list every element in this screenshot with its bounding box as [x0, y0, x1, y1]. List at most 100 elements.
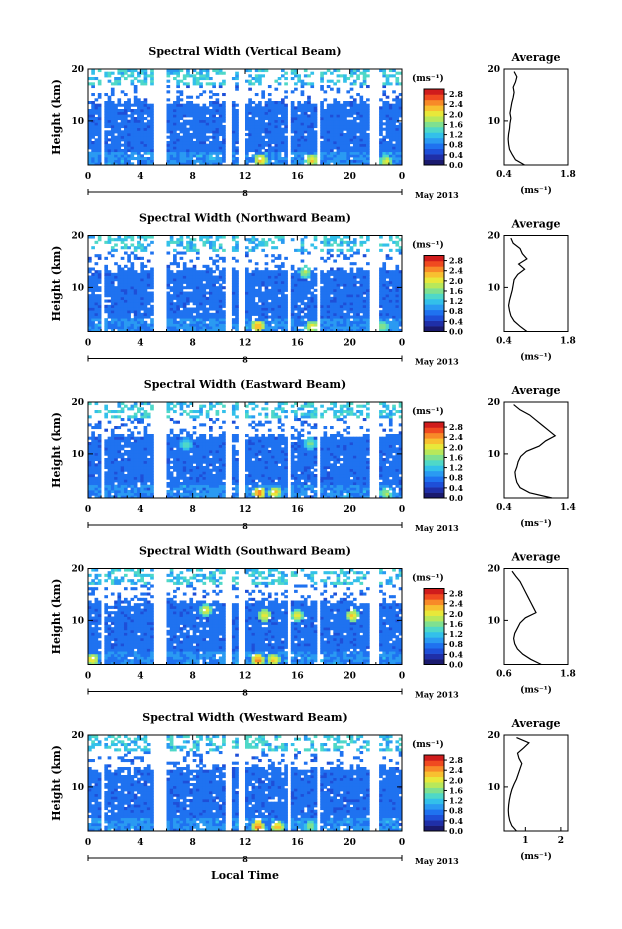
heatmap-cell — [307, 101, 311, 105]
heatmap-cell — [173, 151, 177, 155]
heatmap-cell — [97, 495, 102, 499]
heatmap-cell — [231, 133, 236, 137]
heatmap-cell — [303, 294, 308, 298]
heatmap-cell — [173, 315, 177, 319]
heatmap-cell — [300, 278, 305, 282]
heatmap-cell — [235, 82, 239, 86]
heatmap-cell — [245, 251, 249, 255]
heatmap-cell — [261, 127, 266, 131]
heatmap-cell — [336, 254, 341, 258]
heatmap-cell — [336, 141, 341, 145]
heatmap-cell — [215, 280, 220, 284]
heatmap-cell — [274, 151, 279, 155]
heatmap-cell — [94, 326, 99, 330]
heatmap-cell — [137, 103, 141, 107]
heatmap-cell — [192, 151, 197, 155]
heatmap-cell — [114, 248, 118, 252]
heatmap-cell — [130, 420, 135, 424]
heatmap-cell — [146, 243, 151, 247]
heatmap-cell — [392, 149, 396, 153]
heatmap-cell — [352, 328, 357, 332]
heatmap-cell — [388, 109, 393, 113]
heatmap-cell — [166, 442, 171, 446]
heatmap-cell — [320, 154, 324, 158]
heatmap-cell — [143, 447, 148, 451]
heatmap-cell — [133, 490, 138, 494]
heatmap-cell — [176, 243, 180, 247]
heatmap-cell — [264, 296, 269, 300]
heatmap-cell — [362, 312, 367, 316]
heatmap-cell — [127, 127, 131, 131]
heatmap-cell — [137, 125, 141, 129]
heatmap-cell — [290, 323, 295, 327]
heatmap-cell — [388, 248, 393, 252]
heatmap-cell — [205, 135, 210, 139]
heatmap-cell — [248, 304, 252, 308]
heatmap-cell — [195, 280, 200, 284]
heatmap-cell — [359, 101, 364, 105]
heatmap-cell — [339, 127, 344, 131]
heatmap-cell — [320, 151, 324, 155]
heatmap-cell — [127, 296, 131, 300]
heatmap-cell — [189, 272, 194, 276]
heatmap-cell — [280, 318, 285, 322]
heatmap-cell — [130, 114, 135, 118]
heatmap-cell — [398, 246, 403, 250]
heatmap-cell — [199, 71, 203, 75]
heatmap-cell — [173, 149, 177, 153]
heatmap-cell — [398, 138, 403, 142]
heatmap-cell — [120, 487, 125, 491]
heatmap-cell — [330, 254, 334, 258]
heatmap-cell — [114, 151, 118, 155]
heatmap-cell — [330, 291, 334, 295]
heatmap-cell — [123, 130, 128, 134]
heatmap-cell — [366, 307, 370, 311]
heatmap-cell — [166, 439, 171, 443]
heatmap-cell — [251, 286, 256, 290]
heatmap-cell — [267, 151, 272, 155]
heatmap-cell — [326, 310, 331, 314]
heatmap-cell — [398, 143, 403, 147]
heatmap-cell — [104, 143, 109, 147]
heatmap-cell — [277, 278, 282, 282]
heatmap-cell — [218, 114, 223, 118]
heatmap-cell — [297, 318, 301, 322]
heatmap-cell — [199, 318, 203, 322]
heatmap-cell — [123, 310, 128, 314]
heatmap-cell — [398, 275, 403, 279]
heatmap-cell — [104, 490, 109, 494]
heatmap-cell — [385, 135, 390, 139]
heatmap-cell — [110, 310, 115, 314]
heatmap-cell — [133, 122, 138, 126]
heatmap-cell — [323, 288, 328, 292]
heatmap-cell — [251, 280, 256, 284]
heatmap-cell — [91, 482, 95, 486]
heatmap-cell — [261, 93, 266, 97]
heatmap-cell — [146, 323, 151, 327]
heatmap-cells — [88, 402, 403, 499]
heatmap-cell — [91, 474, 95, 478]
heatmap-cell — [297, 310, 301, 314]
heatmap-cell — [120, 452, 125, 456]
heatmap-cell — [313, 109, 318, 113]
heatmap-cell — [123, 328, 128, 332]
heatmap-cell — [333, 157, 337, 161]
heatmap-cell — [336, 291, 341, 295]
heatmap-cell — [310, 304, 315, 308]
heatmap-cell — [349, 162, 354, 166]
heatmap-cell — [303, 302, 308, 306]
heatmap-cell — [130, 484, 135, 488]
heatmap-cell — [271, 270, 275, 274]
heatmap-cell — [195, 117, 200, 121]
heatmap-cell — [333, 286, 337, 290]
heatmap-cell — [271, 149, 275, 153]
heatmap-cell — [379, 315, 383, 319]
heatmap-cell — [245, 138, 249, 142]
heatmap-cell — [277, 323, 282, 327]
heatmap-cell — [150, 307, 154, 311]
heatmap-cell — [267, 141, 272, 145]
heatmap-cell — [133, 146, 138, 150]
heatmap-cell — [280, 106, 285, 110]
heatmap-cell — [137, 468, 141, 472]
heatmap-cell — [280, 275, 285, 279]
